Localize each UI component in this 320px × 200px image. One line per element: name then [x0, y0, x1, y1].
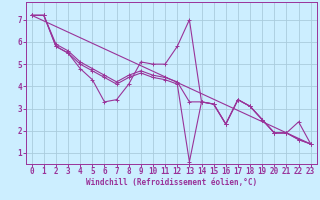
X-axis label: Windchill (Refroidissement éolien,°C): Windchill (Refroidissement éolien,°C) [86, 178, 257, 187]
